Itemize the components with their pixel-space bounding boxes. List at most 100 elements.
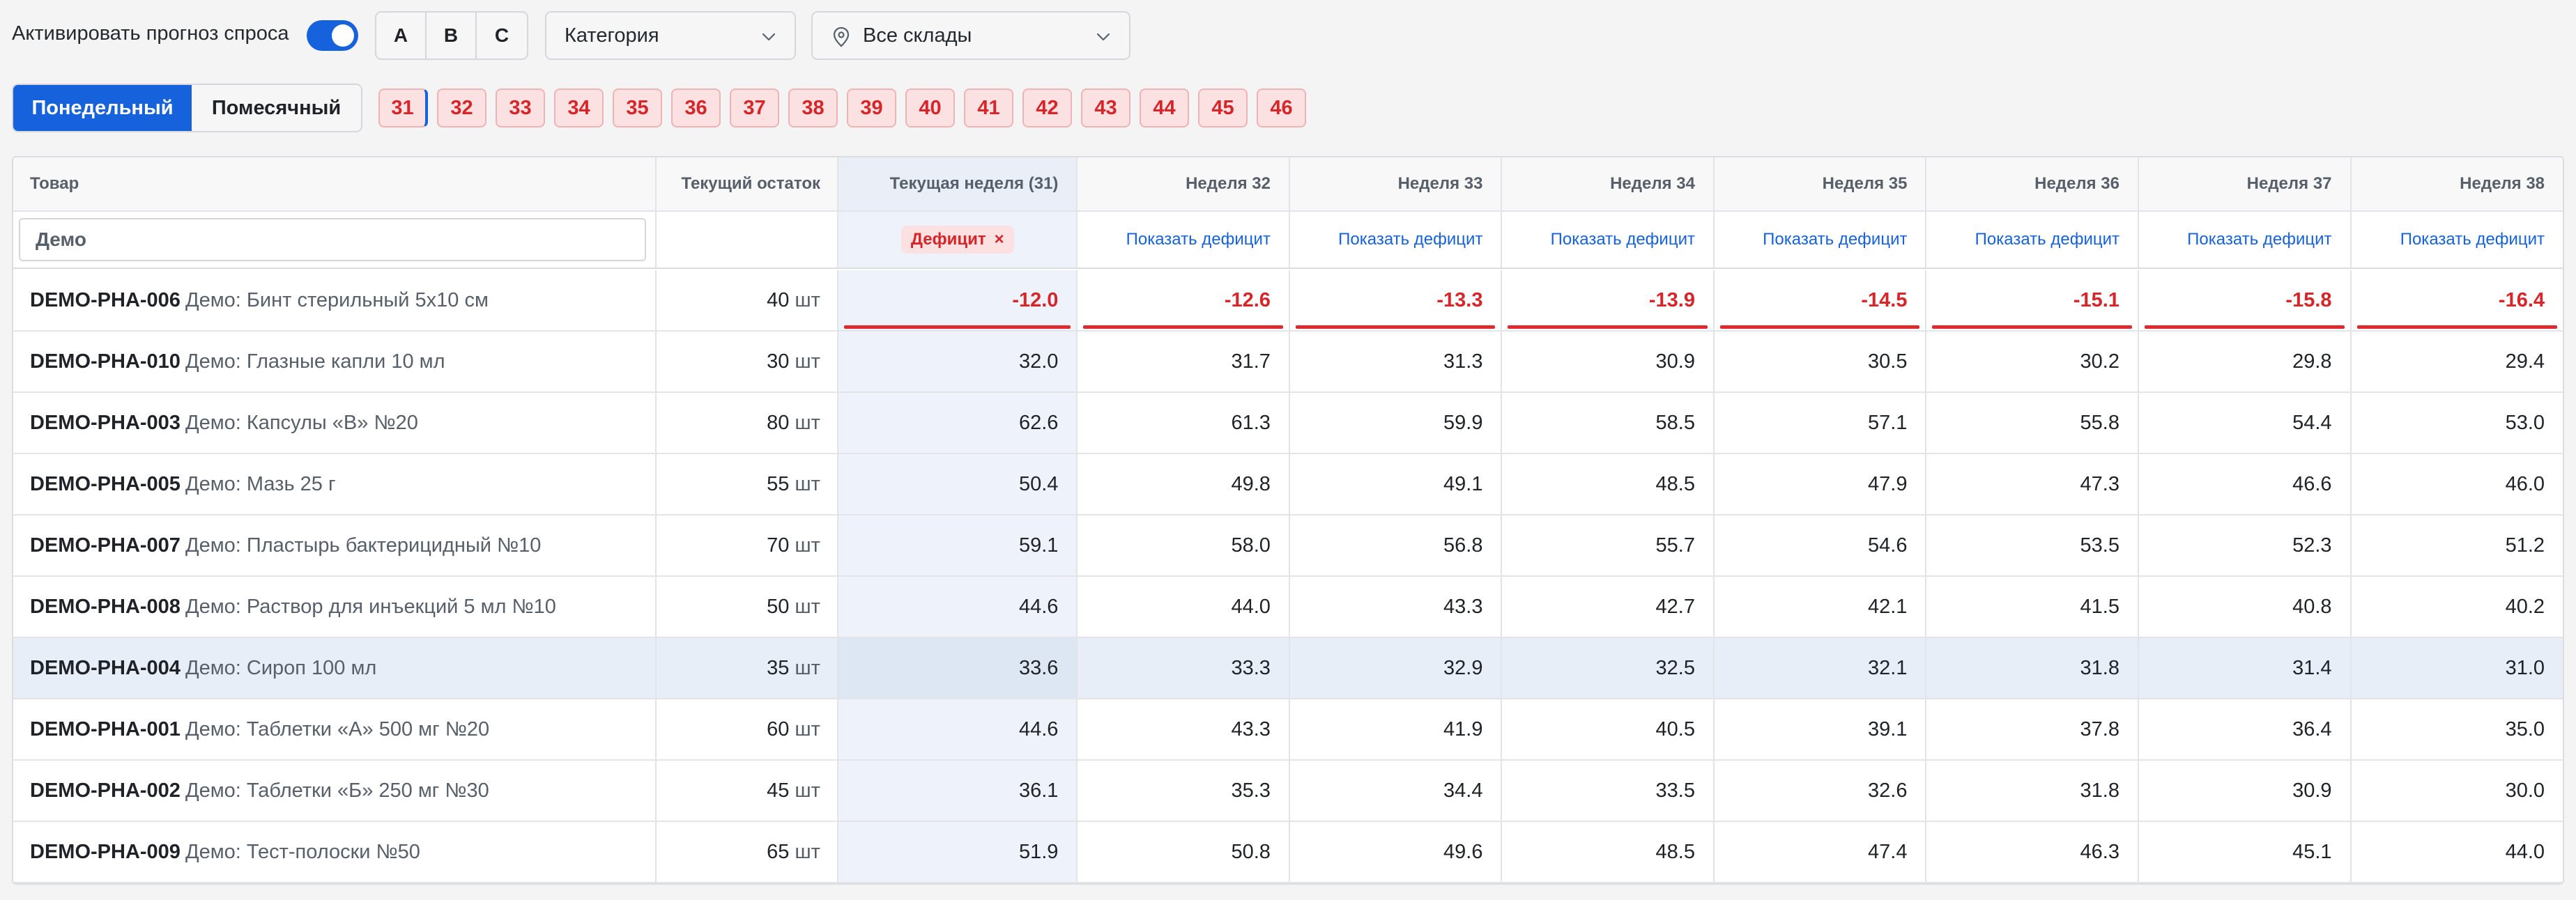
- column-header-product[interactable]: Товар: [13, 157, 657, 210]
- week-cell: 43.3: [1290, 577, 1503, 637]
- product-sku: DEMO-PHA-003: [30, 411, 181, 434]
- week-cell: 32.1: [1715, 638, 1927, 698]
- show-deficit-link[interactable]: Показать дефицит: [1338, 230, 1483, 249]
- forecast-toggle[interactable]: [307, 20, 358, 51]
- week-chip[interactable]: 32: [437, 88, 486, 127]
- column-header-current-week[interactable]: Текущая неделя (31): [838, 157, 1078, 210]
- week-cell: 49.8: [1078, 454, 1290, 514]
- week-chip[interactable]: 41: [964, 88, 1013, 127]
- column-header-stock[interactable]: Текущий остаток: [657, 157, 838, 210]
- week-cell: 47.3: [1926, 454, 2139, 514]
- table-header-row: Товар Текущий остаток Текущая неделя (31…: [13, 157, 2563, 212]
- week-chip[interactable]: 31: [378, 88, 428, 127]
- product-search-input[interactable]: Демо: [19, 218, 646, 261]
- week-cell: 30.9: [2139, 761, 2352, 821]
- category-select[interactable]: Категория: [545, 11, 796, 60]
- stock-cell: 40 шт: [657, 270, 838, 330]
- table-row[interactable]: DEMO-PHA-004 Демо: Сироп 100 мл 35 шт 33.6 33…: [13, 638, 2563, 699]
- forecast-value: 50.8: [1231, 840, 1271, 863]
- deficit-filter-chip-label: Дефицит: [910, 230, 986, 249]
- table-row[interactable]: DEMO-PHA-007 Демо: Пластырь бактерицидный…: [13, 515, 2563, 577]
- week-cell: 51.2: [2352, 515, 2563, 575]
- week-chip[interactable]: 46: [1257, 88, 1306, 127]
- week-cell: 30.0: [2352, 761, 2563, 821]
- forecast-toggle-label: Активировать прогноз спроса: [12, 22, 289, 45]
- show-deficit-link[interactable]: Показать дефицит: [2400, 230, 2545, 249]
- table-row[interactable]: DEMO-PHA-003 Демо: Капсулы «B» №20 80 шт 62.…: [13, 393, 2563, 454]
- abc-filter-b-button[interactable]: B: [427, 13, 477, 59]
- forecast-value: 32.9: [1443, 656, 1483, 679]
- week-cell: 55.7: [1502, 515, 1715, 575]
- toggle-knob: [332, 24, 354, 47]
- stock-unit: шт: [795, 717, 820, 740]
- warehouse-select-label: Все склады: [863, 24, 972, 47]
- week-chip[interactable]: 45: [1198, 88, 1248, 127]
- warehouse-select[interactable]: Все склады: [811, 11, 1130, 60]
- stock-value: 50: [767, 595, 790, 618]
- column-header-week[interactable]: Неделя 36: [1926, 157, 2139, 210]
- close-icon[interactable]: ×: [994, 230, 1004, 249]
- stock-cell: 80 шт: [657, 393, 838, 453]
- column-header-week[interactable]: Неделя 38: [2460, 174, 2545, 193]
- abc-filter-a-button[interactable]: A: [376, 13, 427, 59]
- show-deficit-link[interactable]: Показать дефицит: [1975, 230, 2119, 249]
- forecast-value: 31.7: [1231, 350, 1271, 373]
- week-cell: 59.9: [1290, 393, 1503, 453]
- week-chip[interactable]: 40: [905, 88, 955, 127]
- week-cell: 37.8: [1926, 699, 2139, 759]
- forecast-value: 54.6: [1868, 534, 1908, 557]
- forecast-value: 32.0: [1018, 350, 1059, 373]
- table-row[interactable]: DEMO-PHA-010 Демо: Глазные капли 10 мл 30 ш…: [13, 332, 2563, 393]
- table-row[interactable]: DEMO-PHA-006 Демо: Бинт стерильный 5х10 с…: [13, 270, 2563, 332]
- table-row[interactable]: DEMO-PHA-009 Демо: Тест-полоски №50 65 шт 51…: [13, 822, 2563, 883]
- category-select-label: Категория: [565, 24, 659, 47]
- show-deficit-link[interactable]: Показать дефицит: [1763, 230, 1908, 249]
- stock-value: 30: [767, 350, 790, 373]
- week-chip[interactable]: 37: [730, 88, 779, 127]
- week-chip[interactable]: 43: [1081, 88, 1130, 127]
- column-header-week[interactable]: Неделя 32: [1078, 157, 1290, 210]
- week-chip[interactable]: 36: [671, 88, 721, 127]
- week-chip[interactable]: 39: [847, 88, 896, 127]
- table-row[interactable]: DEMO-PHA-002 Демо: Таблетки «Б» 250 мг №3…: [13, 761, 2563, 822]
- deficit-filter-chip[interactable]: Дефицит ×: [900, 226, 1014, 254]
- column-header-week[interactable]: Неделя 37: [2139, 157, 2352, 210]
- forecast-value: 37.8: [2080, 717, 2119, 740]
- weekly-tab[interactable]: Понедельный: [13, 85, 192, 131]
- week-cell: 30.5: [1715, 332, 1927, 391]
- show-deficit-link[interactable]: Показать дефицит: [1550, 230, 1695, 249]
- week-cell: 35.3: [1078, 761, 1290, 821]
- monthly-tab[interactable]: Помесячный: [211, 96, 342, 119]
- week-chip[interactable]: 33: [496, 88, 545, 127]
- week-chip[interactable]: 34: [554, 88, 604, 127]
- week-chip[interactable]: 38: [788, 88, 838, 127]
- column-header-week[interactable]: Неделя 33: [1290, 157, 1503, 210]
- forecast-value: 59.9: [1443, 411, 1483, 434]
- product-cell: DEMO-PHA-002 Демо: Таблетки «Б» 250 мг №3…: [13, 761, 657, 821]
- table-row[interactable]: DEMO-PHA-005 Демо: Мазь 25 г 55 шт 50.4 49.8 4…: [13, 454, 2563, 515]
- forecast-value: 30.9: [1655, 350, 1695, 373]
- stock-value: 55: [767, 472, 790, 495]
- column-header-week[interactable]: Неделя 35: [1715, 157, 1927, 210]
- column-header-week[interactable]: Неделя 34: [1502, 157, 1715, 210]
- forecast-value: 51.9: [1018, 840, 1059, 863]
- stock-cell: 30 шт: [657, 332, 838, 391]
- week-cell: 31.8: [1926, 761, 2139, 821]
- abc-filter-c-button[interactable]: C: [494, 24, 509, 46]
- stock-cell: 65 шт: [657, 822, 838, 882]
- forecast-value: 33.3: [1231, 656, 1271, 679]
- week-chip[interactable]: 35: [613, 88, 662, 127]
- week-chip[interactable]: 42: [1022, 88, 1072, 127]
- forecast-value: 30.0: [2505, 779, 2545, 802]
- table-row[interactable]: DEMO-PHA-001 Демо: Таблетки «A» 500 мг №2…: [13, 699, 2563, 761]
- product-sku: DEMO-PHA-001: [30, 717, 181, 740]
- week-filter-cell: Показать дефицит: [1715, 212, 1927, 267]
- week-cell: 56.8: [1290, 515, 1503, 575]
- table-row[interactable]: DEMO-PHA-008 Демо: Раствор для инъекций 5…: [13, 577, 2563, 638]
- show-deficit-link[interactable]: Показать дефицит: [1126, 230, 1271, 249]
- table-filter-row: Демо Дефицит × Показать дефицит Показать…: [13, 212, 2563, 269]
- show-deficit-link[interactable]: Показать дефицит: [2187, 230, 2332, 249]
- week-chip[interactable]: 44: [1140, 88, 1189, 127]
- forecast-value: 30.2: [2080, 350, 2119, 373]
- week-filter-cell: Показать дефицит: [1290, 212, 1503, 267]
